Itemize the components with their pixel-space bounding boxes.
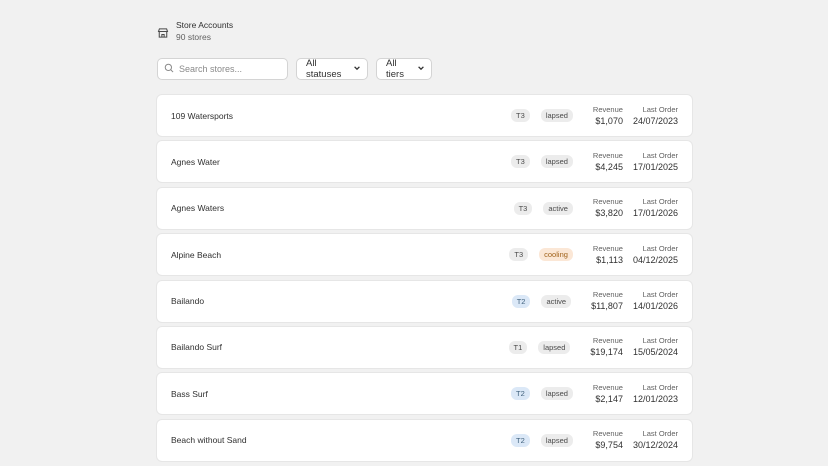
last-order-label: Last Order <box>642 243 678 253</box>
tier-badge: T2 <box>511 433 530 447</box>
store-name: Bailando <box>171 296 205 307</box>
tier-badge: T3 <box>509 248 529 262</box>
status-badge: lapsed <box>540 155 573 169</box>
store-row[interactable]: Bailando T2 active Revenue $11,807 Last … <box>157 280 692 322</box>
last-order-metric: Last Order 17/01/2025 <box>633 151 678 173</box>
last-order-value: 30/12/2024 <box>632 440 678 451</box>
status-badge: lapsed <box>540 109 573 122</box>
page-header: Store Accounts 90 stores <box>157 20 233 44</box>
revenue-metric: Revenue $2,147 <box>593 383 623 405</box>
tier-badge: T3 <box>513 201 533 215</box>
store-name: Agnes Water <box>171 156 220 167</box>
last-order-label: Last Order <box>642 336 678 346</box>
revenue-value: $1,070 <box>595 115 623 126</box>
revenue-label: Revenue <box>592 104 623 114</box>
revenue-label: Revenue <box>592 382 623 392</box>
store-row[interactable]: Beach without Sand T2 lapsed Revenue $9,… <box>157 419 692 461</box>
revenue-value: $1,113 <box>596 254 623 265</box>
store-name: 109 Watersports <box>171 110 234 121</box>
store-row[interactable]: Bailando Surf T1 lapsed Revenue $19,174 … <box>157 326 692 368</box>
status-badge: lapsed <box>540 387 573 401</box>
revenue-metric: Revenue $3,820 <box>593 197 623 219</box>
tier-badge: T2 <box>511 294 531 308</box>
revenue-value: $11,807 <box>591 301 623 312</box>
last-order-label: Last Order <box>642 197 678 207</box>
search-icon <box>164 60 179 78</box>
revenue-value: $19,174 <box>590 347 623 358</box>
tier-badge: T2 <box>511 387 530 401</box>
revenue-value: $4,245 <box>595 161 623 172</box>
last-order-value: 14/01/2026 <box>632 301 678 312</box>
store-row[interactable]: Agnes Water T3 lapsed Revenue $4,245 Las… <box>157 141 692 183</box>
chevron-down-icon <box>348 64 361 75</box>
revenue-value: $9,754 <box>595 440 623 451</box>
status-badge: lapsed <box>540 433 573 447</box>
status-badge: cooling <box>539 248 573 262</box>
store-row[interactable]: Agnes Waters T3 active Revenue $3,820 La… <box>157 187 692 229</box>
last-order-value: 17/01/2026 <box>632 208 678 219</box>
revenue-value: $2,147 <box>595 393 623 404</box>
revenue-metric: Revenue $1,070 <box>593 105 623 127</box>
status-badge: lapsed <box>538 340 571 354</box>
status-badge: active <box>543 201 573 215</box>
last-order-value: 15/05/2024 <box>632 347 678 358</box>
store-list: 109 Watersports T3 lapsed Revenue $1,070… <box>157 95 692 466</box>
last-order-metric: Last Order 30/12/2024 <box>633 429 678 451</box>
last-order-value: 12/01/2023 <box>632 393 678 404</box>
revenue-label: Revenue <box>592 336 623 346</box>
last-order-metric: Last Order 17/01/2026 <box>633 197 678 219</box>
last-order-metric: Last Order 14/01/2026 <box>633 290 678 312</box>
store-name: Alpine Beach <box>171 249 222 260</box>
store-row[interactable]: 109 Watersports T3 lapsed Revenue $1,070… <box>157 95 692 136</box>
page-title: Store Accounts <box>176 20 234 30</box>
last-order-value: 04/12/2025 <box>632 254 678 265</box>
revenue-metric: Revenue $9,754 <box>593 429 623 451</box>
store-row[interactable]: Bass Surf T2 lapsed Revenue $2,147 Last … <box>157 373 692 415</box>
store-name: Beach without Sand <box>171 435 247 446</box>
store-name: Agnes Waters <box>171 203 225 214</box>
store-row[interactable]: Alpine Beach T3 cooling Revenue $1,113 L… <box>157 234 692 276</box>
tier-filter-value: All tiers <box>386 58 404 80</box>
revenue-metric: Revenue $4,245 <box>593 151 623 173</box>
revenue-metric: Revenue $11,807 <box>591 290 623 312</box>
last-order-metric: Last Order 12/01/2023 <box>633 383 678 405</box>
status-badge: active <box>541 294 572 308</box>
last-order-value: 24/07/2023 <box>632 115 678 126</box>
search-input[interactable] <box>179 64 279 74</box>
filter-bar: All statuses All tiers <box>157 58 440 80</box>
last-order-metric: Last Order 24/07/2023 <box>633 105 678 127</box>
store-name: Bass Surf <box>171 388 208 399</box>
chevron-down-icon <box>412 64 425 75</box>
header-text: Store Accounts 90 stores <box>176 20 233 43</box>
revenue-label: Revenue <box>592 150 623 160</box>
last-order-label: Last Order <box>642 150 678 160</box>
revenue-metric: Revenue $19,174 <box>590 336 623 358</box>
last-order-metric: Last Order 04/12/2025 <box>633 244 678 266</box>
last-order-metric: Last Order 15/05/2024 <box>633 336 678 358</box>
store-count: 90 stores <box>176 32 211 42</box>
revenue-label: Revenue <box>592 429 623 439</box>
last-order-label: Last Order <box>642 429 678 439</box>
status-filter-select[interactable]: All statuses <box>296 58 368 80</box>
last-order-label: Last Order <box>642 104 678 114</box>
revenue-label: Revenue <box>592 290 623 300</box>
tier-badge: T3 <box>511 155 530 169</box>
store-name: Bailando Surf <box>171 342 223 353</box>
revenue-metric: Revenue $1,113 <box>593 244 623 266</box>
tier-badge: T1 <box>508 340 528 354</box>
last-order-label: Last Order <box>642 382 678 392</box>
revenue-label: Revenue <box>592 197 623 207</box>
tier-filter-select[interactable]: All tiers <box>376 58 432 80</box>
search-box[interactable] <box>157 58 288 80</box>
last-order-label: Last Order <box>642 290 678 300</box>
store-icon <box>157 20 176 44</box>
tier-badge: T3 <box>511 109 530 122</box>
status-filter-value: All statuses <box>306 58 342 80</box>
revenue-label: Revenue <box>592 243 623 253</box>
last-order-value: 17/01/2025 <box>632 161 678 172</box>
revenue-value: $3,820 <box>595 208 623 219</box>
